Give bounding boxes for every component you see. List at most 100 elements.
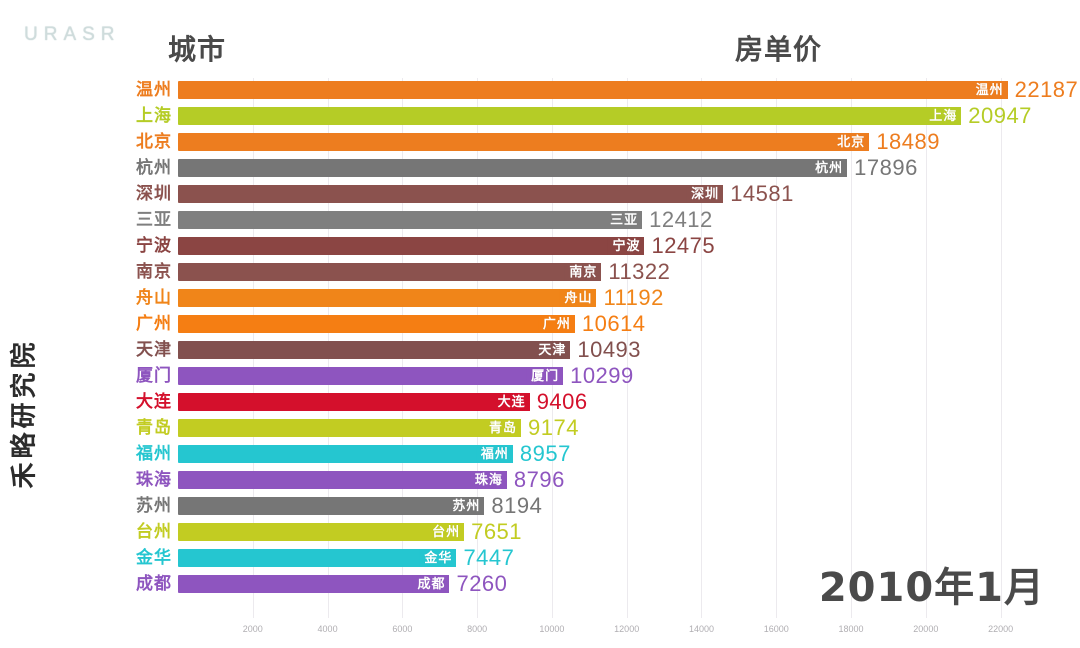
row-category-label: 青岛 <box>136 418 172 438</box>
chart-row[interactable]: 台州 台州 7651 <box>0 519 1080 546</box>
x-axis-tick-label: 2000 <box>242 624 263 634</box>
row-category-label: 舟山 <box>136 288 172 308</box>
bar[interactable] <box>178 575 450 593</box>
chart-row[interactable]: 温州 温州 22187 <box>0 77 1080 104</box>
column-header-price: 房单价 <box>735 33 823 66</box>
chart-row[interactable]: 青岛 青岛 9174 <box>0 415 1080 442</box>
chart-row[interactable]: 成都 成都 7260 <box>0 571 1080 598</box>
row-category-label: 金华 <box>136 548 172 568</box>
bar-end-label: 三亚 <box>606 211 643 229</box>
chart-row[interactable]: 大连 大连 9406 <box>0 389 1080 416</box>
row-category-label: 南京 <box>136 262 172 282</box>
bar-end-label: 厦门 <box>527 367 564 385</box>
row-category-label: 上海 <box>136 106 172 126</box>
x-axis-tick-label: 16000 <box>763 624 789 634</box>
bar-end-label: 上海 <box>925 107 962 125</box>
row-category-label: 珠海 <box>136 470 172 490</box>
bar[interactable] <box>178 393 530 411</box>
bar-value-label: 7651 <box>471 519 523 544</box>
chart-row[interactable]: 南京 南京 11322 <box>0 259 1080 286</box>
row-category-label: 苏州 <box>136 496 172 516</box>
chart-row[interactable]: 上海 上海 20947 <box>0 103 1080 130</box>
bar-end-label: 台州 <box>428 523 465 541</box>
bar[interactable] <box>178 549 457 567</box>
bar[interactable] <box>178 159 848 177</box>
chart-row[interactable]: 厦门 厦门 10299 <box>0 363 1080 390</box>
bar-end-label: 苏州 <box>448 497 485 515</box>
chart-row[interactable]: 深圳 深圳 14581 <box>0 181 1080 208</box>
bar-end-label: 深圳 <box>687 185 724 203</box>
chart-row[interactable]: 天津 天津 10493 <box>0 337 1080 364</box>
row-category-label: 台州 <box>136 522 172 542</box>
x-axis-tick-label: 4000 <box>317 624 338 634</box>
bar-end-label: 福州 <box>476 445 513 463</box>
chart-row[interactable]: 广州 广州 10614 <box>0 311 1080 338</box>
row-category-label: 温州 <box>136 80 172 100</box>
bar-value-label: 14581 <box>730 181 794 206</box>
bar[interactable] <box>178 445 513 463</box>
bar-end-label: 北京 <box>833 133 870 151</box>
bar[interactable] <box>178 471 507 489</box>
bar[interactable] <box>178 185 724 203</box>
chart-row[interactable]: 宁波 宁波 12475 <box>0 233 1080 260</box>
x-axis-tick-label: 18000 <box>838 624 864 634</box>
bar-value-label: 9406 <box>536 389 588 414</box>
bar[interactable] <box>178 133 870 151</box>
chart-row[interactable]: 金华 金华 7447 <box>0 545 1080 572</box>
bar-value-label: 7260 <box>456 571 508 596</box>
bar[interactable] <box>178 81 1008 99</box>
bar-end-label: 温州 <box>971 81 1008 99</box>
bar-value-label: 11322 <box>608 259 671 284</box>
bar-value-label: 10299 <box>570 363 634 388</box>
bar[interactable] <box>178 497 485 515</box>
date-caption: 2010年1月 <box>818 565 1045 611</box>
row-category-label: 宁波 <box>136 236 172 256</box>
bar[interactable] <box>178 107 962 125</box>
bar-end-label: 天津 <box>534 341 571 359</box>
bar[interactable] <box>178 315 575 333</box>
bar[interactable] <box>178 237 645 255</box>
row-category-label: 福州 <box>136 444 172 464</box>
row-category-label: 天津 <box>136 340 172 360</box>
chart-row[interactable]: 杭州 杭州 17896 <box>0 155 1080 182</box>
chart-row[interactable]: 舟山 舟山 11192 <box>0 285 1080 312</box>
bar-value-label: 12475 <box>651 233 716 258</box>
x-axis-tick-label: 6000 <box>392 624 413 634</box>
row-category-label: 厦门 <box>136 366 172 386</box>
bar-value-label: 8796 <box>513 467 565 492</box>
bar-value-label: 9174 <box>528 415 579 440</box>
chart-row[interactable]: 福州 福州 8957 <box>0 441 1080 468</box>
chart-rows: 温州 温州 22187 上海 上海 20947 北京 北京 18489 杭州 杭州 17896 深圳 深圳… <box>0 77 1080 598</box>
row-category-label: 杭州 <box>136 158 172 178</box>
bar-end-label: 杭州 <box>811 159 848 177</box>
bar-end-label: 成都 <box>413 575 450 593</box>
urasr-logo: URASR <box>24 24 121 45</box>
bar-value-label: 10614 <box>581 311 646 336</box>
bar[interactable] <box>178 523 465 541</box>
bar-value-label: 22187 <box>1014 77 1079 102</box>
bar-value-label: 8957 <box>519 441 571 466</box>
bar-end-label: 珠海 <box>470 471 507 489</box>
bar-end-label: 广州 <box>538 315 575 333</box>
row-category-label: 三亚 <box>136 210 172 230</box>
bar-value-label: 8194 <box>491 493 543 518</box>
chart-row[interactable]: 北京 北京 18489 <box>0 129 1080 156</box>
bar-end-label: 宁波 <box>608 237 645 255</box>
row-category-label: 大连 <box>136 392 172 412</box>
bar-end-label: 金华 <box>420 549 457 567</box>
bar[interactable] <box>178 263 602 281</box>
bar-value-label: 18489 <box>876 129 940 154</box>
chart-row[interactable]: 三亚 三亚 12412 <box>0 207 1080 234</box>
x-axis-tick-label: 20000 <box>913 624 939 634</box>
bar-end-label: 南京 <box>565 263 602 281</box>
bar[interactable] <box>178 419 522 437</box>
bar[interactable] <box>178 341 571 359</box>
bar[interactable] <box>178 367 564 385</box>
bar[interactable] <box>178 211 643 229</box>
bar-end-label: 大连 <box>493 393 530 411</box>
chart-row[interactable]: 珠海 珠海 8796 <box>0 467 1080 494</box>
bar-value-label: 17896 <box>854 155 918 180</box>
bar[interactable] <box>178 289 597 307</box>
chart-row[interactable]: 苏州 苏州 8194 <box>0 493 1080 520</box>
